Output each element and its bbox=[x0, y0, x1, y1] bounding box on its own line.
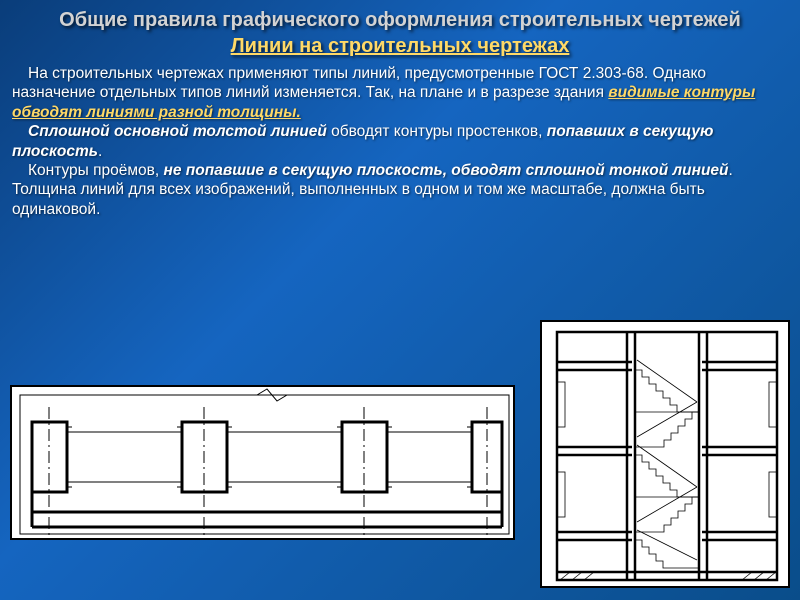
subtitle: Линии на строительных чертежах bbox=[12, 34, 788, 58]
paragraph-4: Толщина линий для всех изображений, выпо… bbox=[12, 180, 788, 219]
paragraph-2: Сплошной основной толстой линией обводят… bbox=[12, 122, 788, 161]
paragraph-1: На строительных чертежах применяют типы … bbox=[12, 64, 788, 122]
figure-stair-section bbox=[540, 320, 790, 588]
stair-drawing-svg bbox=[542, 322, 792, 590]
plan-drawing-svg bbox=[12, 387, 517, 542]
p3-lead: Контуры проёмов, bbox=[28, 162, 164, 179]
p1-text: На строительных чертежах применяют типы … bbox=[12, 65, 706, 101]
p2-mid: обводят контуры простенков, bbox=[327, 123, 547, 140]
paragraph-3: Контуры проёмов, не попавшие в секущую п… bbox=[12, 161, 788, 180]
p2-lead: Сплошной основной толстой линией bbox=[28, 123, 327, 140]
main-title: Общие правила графического оформления ст… bbox=[12, 8, 788, 32]
body-text: На строительных чертежах применяют типы … bbox=[12, 64, 788, 219]
p3-end: . bbox=[729, 162, 733, 179]
p2-end: . bbox=[98, 143, 102, 160]
p3-emph: не попавшие в секущую плоскость, обводят… bbox=[164, 162, 729, 179]
figure-plan-section bbox=[10, 385, 515, 540]
